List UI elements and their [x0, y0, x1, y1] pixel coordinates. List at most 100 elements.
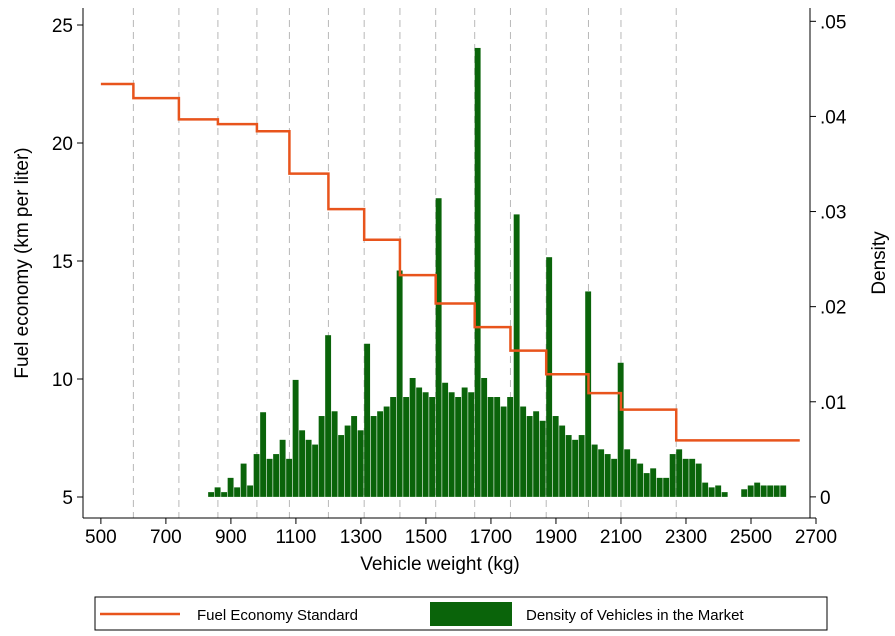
x-tick-label: 2700: [795, 527, 837, 548]
histogram-bar: [260, 412, 267, 497]
histogram-bar: [455, 397, 462, 497]
histogram-bar: [240, 463, 247, 497]
histogram-bar: [442, 382, 449, 497]
x-tick-label: 2300: [665, 527, 707, 548]
histogram-bar: [364, 343, 371, 497]
histogram-bar: [773, 485, 780, 497]
histogram-bar: [208, 492, 215, 497]
histogram-bar: [624, 449, 631, 497]
histogram-bar: [702, 482, 709, 497]
y2-tick-label: 0: [820, 488, 831, 509]
x-tick-label: 2100: [600, 527, 642, 548]
histogram-bar: [715, 485, 722, 497]
histogram-bar: [747, 485, 754, 497]
histogram-bar: [409, 377, 416, 497]
x-tick-label: 1700: [470, 527, 512, 548]
histogram-bar: [494, 397, 501, 497]
histogram-bar: [682, 458, 689, 497]
histogram-bar: [500, 406, 507, 497]
y2-tick-label: .02: [820, 298, 846, 319]
x-tick-label: 1300: [340, 527, 382, 548]
histogram-bar: [630, 458, 637, 497]
histogram-bar: [299, 430, 306, 497]
histogram-bar: [396, 270, 403, 497]
histogram-bar: [305, 439, 312, 497]
legend-label: Fuel Economy Standard: [197, 607, 358, 624]
histogram-bar: [448, 392, 455, 497]
histogram-bar: [357, 430, 364, 497]
legend-label: Density of Vehicles in the Market: [526, 607, 744, 624]
histogram-bar: [656, 477, 663, 497]
histogram-bar: [780, 485, 787, 497]
histogram-bar: [604, 454, 611, 497]
histogram-bar: [286, 458, 293, 497]
histogram-bar: [370, 416, 377, 497]
histogram-bar: [461, 387, 468, 497]
histogram-bar: [708, 487, 715, 497]
histogram-bar: [318, 416, 325, 497]
histogram-bar: [331, 411, 338, 497]
histogram-bar: [273, 454, 280, 497]
x-tick-label: 1500: [405, 527, 447, 548]
histogram-bar: [403, 397, 410, 497]
histogram-bar: [416, 387, 423, 497]
histogram-bar: [221, 492, 228, 497]
y-tick-label: 5: [62, 488, 73, 509]
histogram-bar: [253, 454, 260, 497]
histogram-bar: [539, 420, 546, 497]
x-tick-label: 500: [85, 527, 117, 548]
histogram-bar: [377, 411, 384, 497]
histogram-bar: [754, 482, 761, 497]
x-axis-label: Vehicle weight (kg): [360, 554, 519, 575]
histogram-bar: [617, 362, 624, 497]
x-tick-label: 700: [150, 527, 182, 548]
histogram-bar: [565, 435, 572, 497]
histogram-bar: [383, 406, 390, 497]
y2-tick-label: .03: [820, 203, 846, 224]
histogram-bar: [650, 468, 657, 497]
x-tick-label: 2500: [730, 527, 772, 548]
histogram-bar: [611, 458, 618, 497]
histogram-bar: [247, 485, 254, 497]
histogram-bar: [546, 257, 553, 497]
histogram-bar: [390, 397, 397, 497]
histogram-bar: [520, 406, 527, 497]
histogram-bar: [526, 416, 533, 497]
y2-tick-label: .05: [820, 12, 846, 33]
histogram-bar: [487, 397, 494, 497]
histogram-bar: [643, 473, 650, 497]
histogram-bar: [279, 439, 286, 497]
y2-axis-label: Density: [869, 231, 890, 295]
step-line: [100, 82, 800, 442]
histogram-bar: [513, 214, 520, 497]
histogram-bar: [266, 458, 273, 497]
histogram-bar: [227, 477, 234, 497]
y-tick-label: 10: [52, 370, 73, 391]
histogram-bar: [292, 379, 299, 497]
histogram-bar: [507, 397, 514, 497]
histogram-bar: [637, 463, 644, 497]
histogram-bar: [572, 439, 579, 497]
legend-swatch: [430, 602, 512, 626]
y-tick-label: 20: [52, 134, 73, 155]
histogram-bar: [325, 335, 332, 497]
y-tick-label: 25: [52, 16, 73, 37]
histogram-bar: [598, 449, 605, 497]
histogram-bar: [312, 444, 319, 497]
y2-tick-label: .01: [820, 393, 846, 414]
histogram-bar: [695, 463, 702, 497]
histogram-bar: [468, 392, 475, 497]
histogram-bar: [741, 489, 748, 497]
histogram-bar: [676, 449, 683, 497]
histogram-bar: [429, 397, 436, 497]
x-tick-label: 1900: [535, 527, 577, 548]
histogram-bar: [767, 485, 774, 497]
histogram-bar: [338, 435, 345, 497]
histogram-bar: [422, 392, 429, 497]
histogram-bar: [435, 198, 442, 497]
y2-tick-label: .04: [820, 107, 847, 128]
x-tick-label: 1100: [275, 527, 316, 548]
histogram-bar: [578, 435, 585, 497]
y-tick-label: 15: [52, 252, 73, 273]
